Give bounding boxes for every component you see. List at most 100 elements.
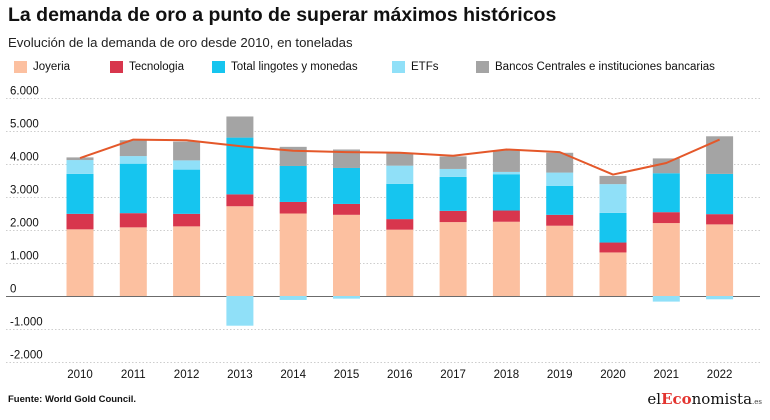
bar-segment-tecnologia (439, 210, 467, 223)
bar-segment-joyeria (546, 225, 574, 296)
legend-item-joyeria: Joyeria (14, 59, 70, 75)
logo-accent: Eco (661, 390, 692, 408)
bar-segment-etfs (66, 160, 94, 174)
bar-segment-lingotes (652, 173, 680, 213)
x-tick-label: 2022 (707, 369, 733, 381)
bar-segment-etfs (652, 296, 680, 302)
bar-segment-bancos (226, 116, 254, 138)
x-tick-label: 2013 (227, 369, 253, 381)
legend-swatch-joyeria (14, 61, 27, 73)
legend-item-bancos: Bancos Centrales e instituciones bancari… (476, 59, 715, 75)
bar-segment-lingotes (386, 183, 414, 220)
legend-item-etfs: ETFs (392, 59, 438, 75)
legend-item-tecnologia: Tecnologia (110, 59, 184, 75)
x-tick-label: 2014 (280, 369, 306, 381)
legend-label-tecnologia: Tecnologia (129, 61, 184, 73)
legend-swatch-tecnologia (110, 61, 123, 73)
x-tick-label: 2020 (600, 369, 626, 381)
bar-segment-lingotes (173, 169, 201, 214)
bar-segment-etfs (279, 296, 307, 300)
bar-segment-tecnologia (546, 214, 574, 226)
chart-legend: Joyeria Tecnologia Total lingotes y mone… (8, 59, 768, 75)
source-note: Fuente: World Gold Council. (8, 394, 137, 405)
logo-tld: .es (752, 398, 762, 406)
bar-segment-tecnologia (279, 201, 307, 214)
bar-segment-etfs (226, 296, 254, 326)
bar-segment-lingotes (706, 173, 734, 215)
x-tick-label: 2016 (387, 369, 413, 381)
x-tick-label: 2019 (547, 369, 573, 381)
legend-swatch-etfs (392, 61, 405, 73)
bar-segment-joyeria (66, 229, 94, 296)
logo-suffix: nomista (691, 390, 753, 408)
bar-segment-joyeria (652, 223, 680, 296)
bar-segment-joyeria (226, 206, 254, 296)
bar-segment-lingotes (492, 174, 520, 211)
x-tick-label: 2010 (67, 369, 93, 381)
x-tick-label: 2015 (334, 369, 360, 381)
bar-segment-bancos (706, 136, 734, 174)
bar-segment-joyeria (119, 227, 147, 296)
y-tick-label: 4.000 (10, 152, 39, 164)
bar-segment-lingotes (546, 185, 574, 215)
chart-plot: -2.000 -1.000 0 1.000 2.000 3.000 4.000 5.000 6.… (6, 86, 760, 381)
bar-segment-bancos (652, 158, 680, 174)
legend-label-lingotes: Total lingotes y monedas (231, 61, 358, 73)
bar-segment-etfs (546, 172, 574, 186)
legend-label-etfs: ETFs (411, 61, 439, 73)
y-tick-label: 2.000 (10, 218, 39, 230)
bar-segment-bancos (546, 152, 574, 173)
bar-segment-etfs (333, 296, 360, 299)
legend-item-lingotes: Total lingotes y monedas (212, 59, 358, 75)
bar-segment-tecnologia (386, 219, 414, 230)
publisher-logo: elEconomista.es (647, 390, 762, 408)
chart-title: La demanda de oro a punto de superar máx… (8, 4, 557, 26)
bar-segment-joyeria (706, 224, 734, 296)
bar-segment-etfs (439, 168, 467, 177)
bar-segment-joyeria (386, 229, 414, 296)
bar-segment-joyeria (173, 226, 201, 296)
bar-segment-bancos (439, 156, 467, 169)
bar-segment-bancos (599, 175, 627, 185)
bar-segment-etfs (386, 165, 414, 184)
chart-subtitle: Evolución de la demanda de oro desde 201… (8, 35, 353, 50)
bar-segment-lingotes (333, 167, 360, 204)
bar-segment-etfs (706, 296, 734, 300)
legend-swatch-bancos (476, 61, 489, 73)
bar-segment-tecnologia (119, 213, 147, 228)
x-tick-label: 2018 (494, 369, 520, 381)
y-tick-label: 3.000 (10, 185, 39, 197)
legend-label-bancos: Bancos Centrales e instituciones bancari… (495, 61, 715, 73)
bar-segment-bancos (492, 150, 520, 172)
bar-segment-bancos (119, 140, 147, 157)
bar-segment-lingotes (439, 176, 467, 211)
y-tick-label: 1.000 (10, 251, 39, 263)
bar-segment-joyeria (492, 221, 520, 296)
x-tick-label: 2021 (654, 369, 680, 381)
logo-prefix: el (647, 390, 662, 408)
bar-segment-bancos (66, 157, 94, 161)
bar-segment-tecnologia (66, 213, 94, 230)
x-tick-label: 2011 (121, 369, 146, 381)
y-tick-label: -2.000 (10, 350, 43, 362)
bar-segment-bancos (386, 152, 414, 166)
bar-segment-joyeria (333, 214, 360, 296)
bar-segment-lingotes (279, 165, 307, 202)
bar-segment-lingotes (599, 212, 627, 243)
bar-segment-tecnologia (599, 242, 627, 253)
y-tick-label: 0 (10, 284, 16, 296)
bar-segment-tecnologia (173, 213, 201, 227)
bar-segment-tecnologia (333, 203, 360, 215)
bar-segment-joyeria (279, 213, 307, 296)
bar-segment-joyeria (439, 222, 467, 296)
bar-segment-tecnologia (492, 210, 520, 222)
bar-segment-etfs (173, 160, 201, 170)
bar-segment-tecnologia (652, 212, 680, 224)
y-tick-label: 5.000 (10, 119, 39, 131)
total-demand-line (79, 138, 721, 176)
legend-label-joyeria: Joyeria (33, 61, 71, 73)
bar-segment-tecnologia (226, 194, 254, 207)
x-tick-label: 2012 (174, 369, 200, 381)
y-tick-label: -1.000 (10, 317, 43, 329)
bar-segment-etfs (119, 156, 147, 164)
